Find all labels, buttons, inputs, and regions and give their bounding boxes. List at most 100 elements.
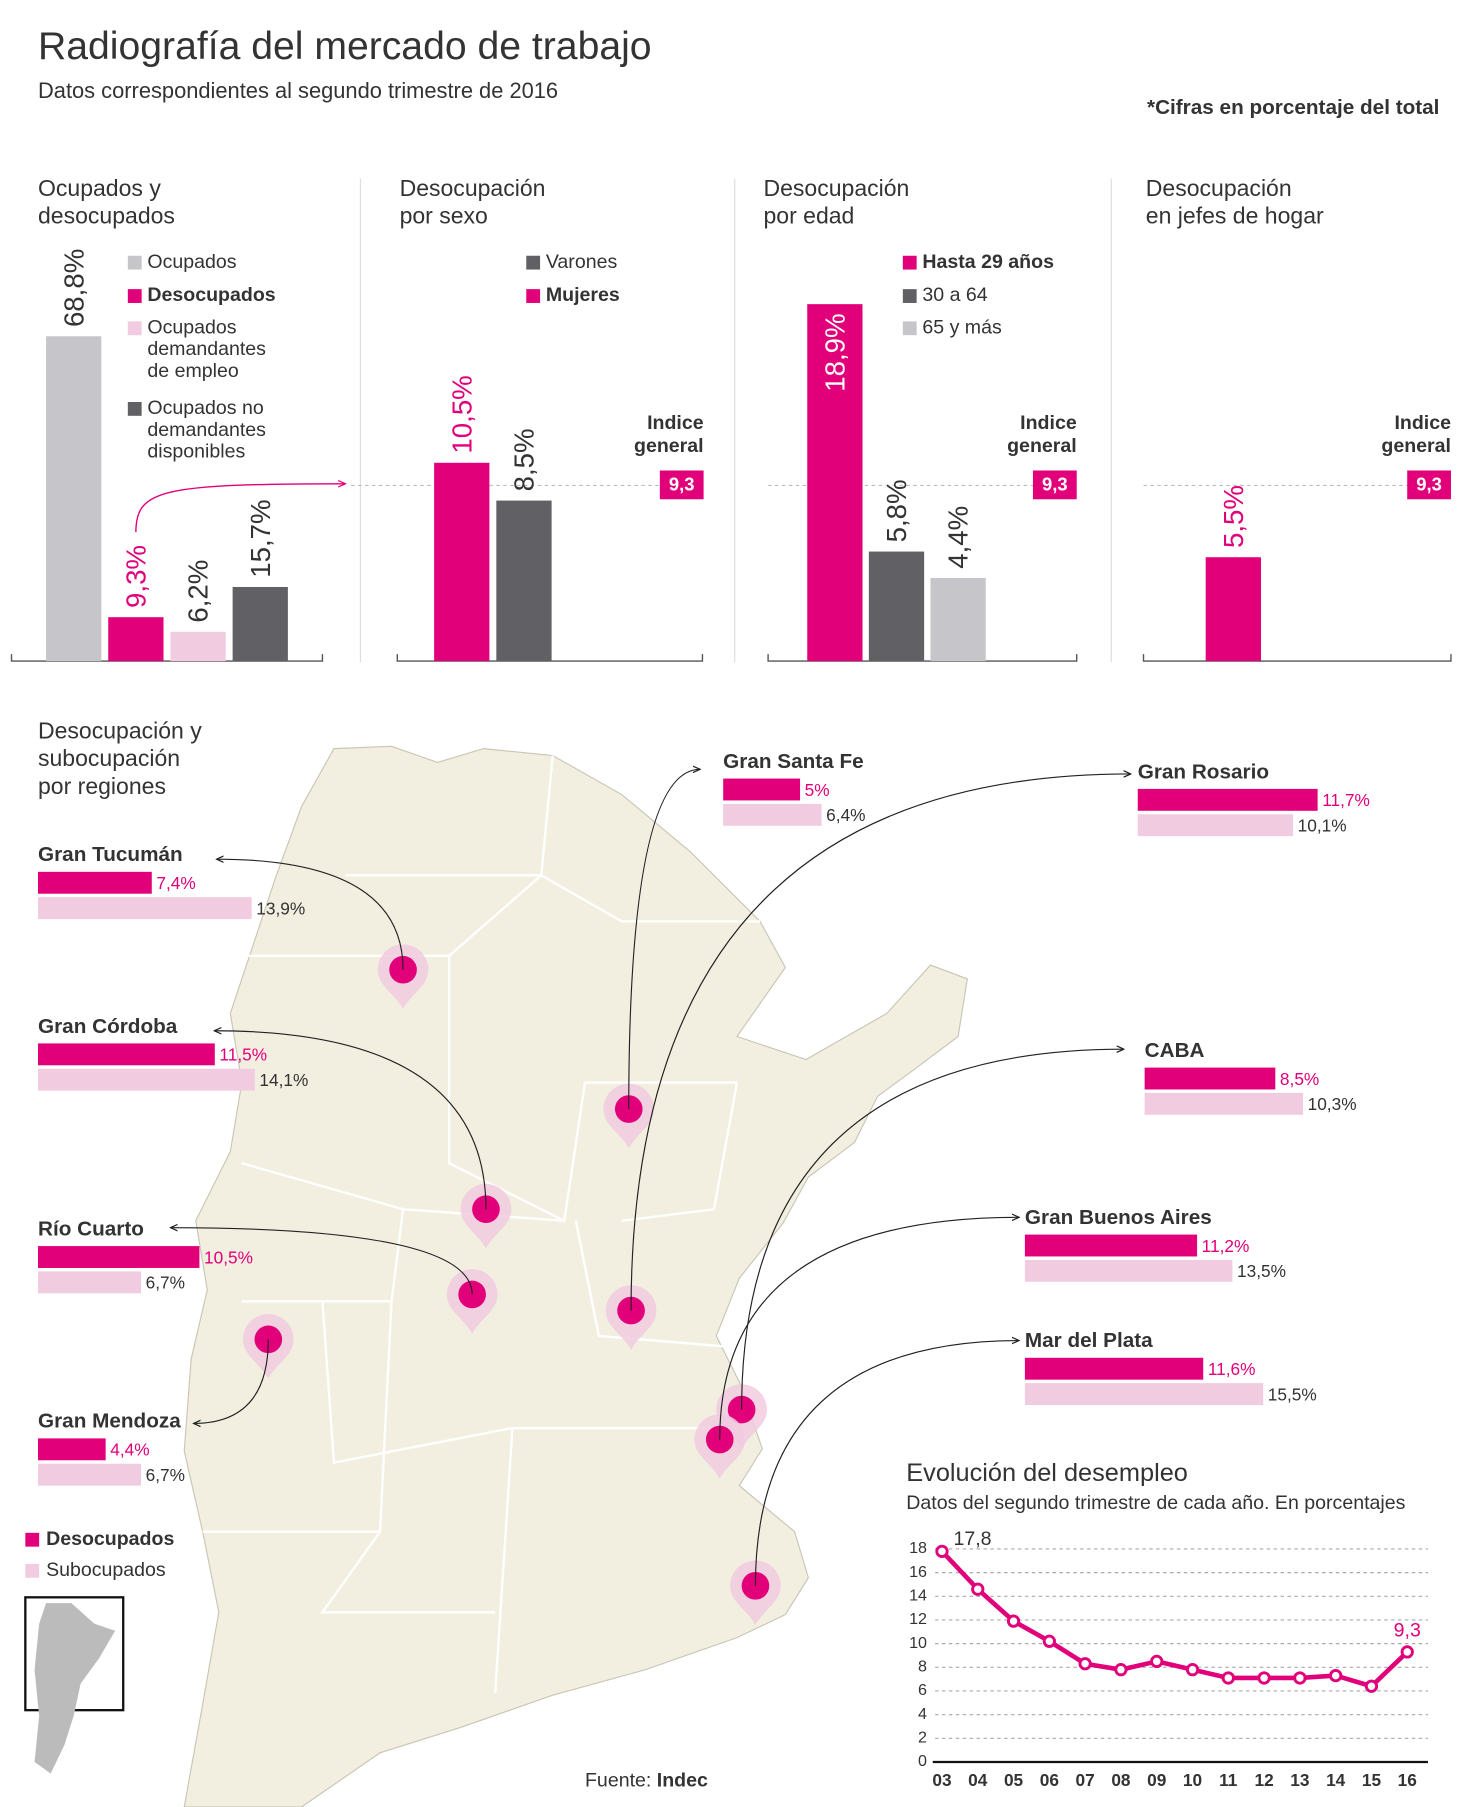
pin-dot bbox=[614, 1095, 643, 1123]
value-label: 11,5% bbox=[219, 1045, 267, 1065]
bar bbox=[1137, 788, 1318, 811]
value-label: 5,8% bbox=[881, 479, 912, 542]
legend-label: Ocupados bbox=[147, 251, 236, 273]
text-line: general bbox=[634, 435, 704, 457]
separators bbox=[359, 178, 1112, 663]
legend-label: 65 y más bbox=[922, 316, 1002, 338]
region-name: Gran Santa Fe bbox=[723, 750, 863, 773]
region-name: Gran Córdoba bbox=[38, 1015, 178, 1038]
text-line: en jefes de hogar bbox=[1146, 203, 1324, 229]
province-lines bbox=[202, 755, 761, 1693]
value-label: 9,3% bbox=[120, 545, 151, 608]
value-label: 18,9% bbox=[819, 313, 850, 391]
legend-label: Varones bbox=[546, 251, 618, 273]
legend-label: Desocupados bbox=[147, 284, 275, 306]
bar bbox=[1137, 814, 1294, 837]
chart-title: Desocupación por edad bbox=[763, 175, 909, 229]
value-label: 5,5% bbox=[1218, 485, 1249, 548]
legend-label: Mujeres bbox=[546, 284, 620, 306]
y-tick-label: 4 bbox=[918, 1705, 927, 1723]
value-label: 5% bbox=[805, 780, 830, 800]
inset-map bbox=[24, 1596, 125, 1774]
connector bbox=[754, 1341, 1019, 1586]
value-label: 4,4% bbox=[943, 506, 974, 569]
value-label: 10,1% bbox=[1298, 815, 1347, 835]
y-tick-label: 6 bbox=[918, 1681, 927, 1699]
y-tick-label: 0 bbox=[918, 1752, 927, 1770]
text-line: subocupación bbox=[38, 745, 180, 771]
region-name: Mar del Plata bbox=[1025, 1329, 1153, 1352]
bar bbox=[38, 1068, 255, 1091]
point bbox=[1078, 1657, 1092, 1671]
text-line: Desocupación bbox=[763, 175, 909, 201]
axis-line bbox=[10, 654, 324, 662]
chart-title: Ocupados y desocupados bbox=[38, 175, 175, 229]
text-line: demandantes bbox=[147, 338, 266, 360]
bar bbox=[38, 1043, 215, 1066]
x-tick-label: 04 bbox=[968, 1770, 988, 1790]
axis-line bbox=[1142, 654, 1452, 662]
value-label: 8,5% bbox=[1280, 1069, 1319, 1089]
bar bbox=[46, 336, 102, 662]
connector bbox=[741, 1049, 1124, 1410]
value-label: 7,4% bbox=[156, 873, 195, 893]
region-name: Gran Tucumán bbox=[38, 843, 183, 866]
bar bbox=[723, 778, 801, 801]
legend-swatch bbox=[902, 289, 917, 303]
bar bbox=[1144, 1092, 1303, 1115]
point bbox=[1221, 1671, 1235, 1685]
value-label: 11,2% bbox=[1202, 1236, 1250, 1256]
text-line: desocupados bbox=[38, 203, 175, 229]
region-name: Río Cuarto bbox=[38, 1217, 144, 1240]
text-line: Indice bbox=[1020, 412, 1077, 434]
legend-swatch bbox=[25, 1563, 40, 1578]
value-label: 11,6% bbox=[1208, 1359, 1256, 1379]
point bbox=[1400, 1645, 1414, 1659]
bar bbox=[38, 1246, 200, 1268]
point bbox=[1150, 1654, 1164, 1669]
inset-shape bbox=[34, 1603, 116, 1774]
text-line: por edad bbox=[763, 203, 854, 229]
legend-label: Ocupados demandantes de empleo bbox=[147, 316, 266, 382]
value-label: 15,5% bbox=[1268, 1384, 1317, 1404]
connector bbox=[719, 1217, 1019, 1440]
y-tick-label: 8 bbox=[918, 1658, 927, 1676]
legend-swatch bbox=[526, 255, 541, 270]
x-tick-label: 09 bbox=[1147, 1770, 1166, 1790]
point bbox=[1329, 1668, 1343, 1683]
bar bbox=[807, 304, 863, 662]
value-label: 9,3 bbox=[1394, 1619, 1421, 1641]
value-label: 11,7% bbox=[1322, 790, 1370, 810]
legend-swatch bbox=[25, 1532, 40, 1547]
point bbox=[1114, 1663, 1128, 1677]
legend-swatch bbox=[902, 255, 917, 270]
legend-swatch bbox=[127, 401, 142, 416]
text-line: general bbox=[1007, 435, 1077, 457]
region-name: CABA bbox=[1145, 1039, 1205, 1062]
value-label: 68,8% bbox=[58, 249, 89, 327]
value-label: 13,9% bbox=[256, 898, 305, 918]
bar bbox=[108, 617, 164, 662]
legend-label: Subocupados bbox=[46, 1559, 166, 1581]
legend-label: Ocupados no demandantes disponibles bbox=[147, 397, 266, 463]
x-tick-label: 07 bbox=[1076, 1770, 1095, 1790]
chart-title: Evolución del desempleo bbox=[906, 1459, 1188, 1487]
bar bbox=[434, 462, 490, 662]
value-label: 14,1% bbox=[259, 1070, 308, 1090]
text-line: Desocupación bbox=[1146, 175, 1292, 201]
text-line: Indice bbox=[647, 412, 704, 434]
x-tick-label: 06 bbox=[1040, 1770, 1059, 1790]
x-tick-label: 16 bbox=[1398, 1770, 1417, 1790]
legend-label: Hasta 29 años bbox=[922, 251, 1054, 273]
reference-label: Indice general bbox=[1007, 412, 1077, 457]
point bbox=[1042, 1634, 1056, 1648]
connector bbox=[193, 1339, 269, 1423]
chart-title: Desocupación y subocupación por regiones bbox=[38, 718, 202, 799]
text-line: por regiones bbox=[38, 773, 166, 799]
connector bbox=[628, 769, 700, 1110]
point bbox=[1006, 1614, 1021, 1628]
reference-box bbox=[659, 470, 704, 500]
bar bbox=[930, 577, 986, 662]
bar bbox=[1024, 1357, 1204, 1380]
